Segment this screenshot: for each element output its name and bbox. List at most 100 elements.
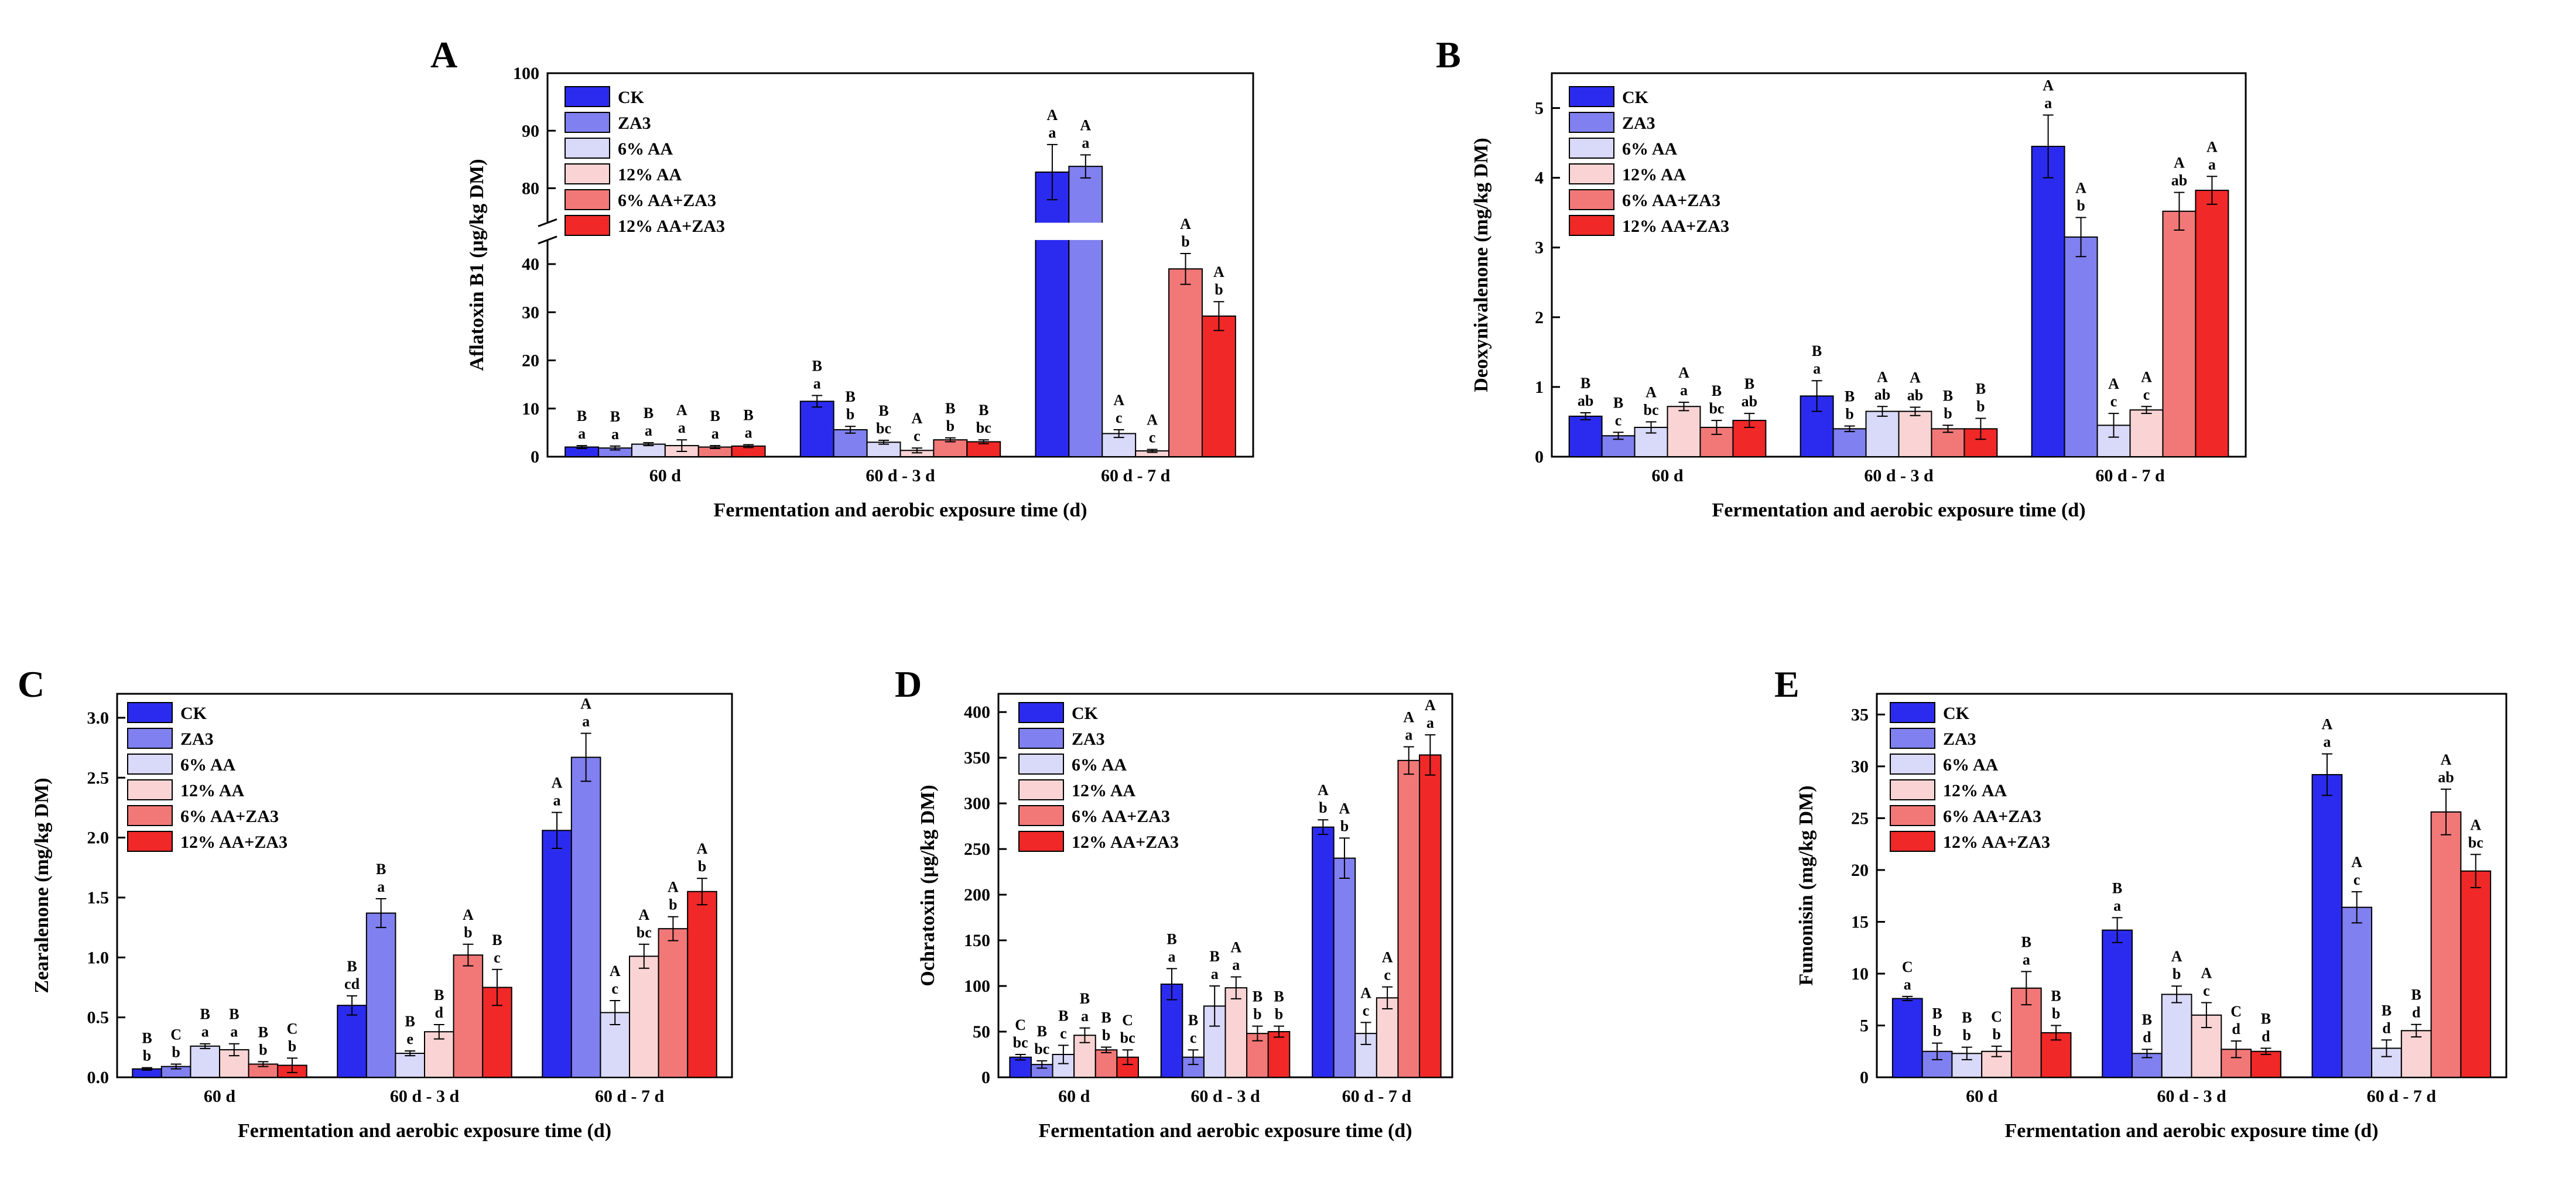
bar-12-aa-60-d-3-d bbox=[1898, 410, 1932, 457]
sig-letter-lower: a bbox=[1082, 135, 1089, 152]
sig-letter-lower: a bbox=[1405, 726, 1412, 743]
sig-letter-lower: ab bbox=[2438, 769, 2454, 786]
legend-label-6-aa-za3: 6% AA+ZA3 bbox=[1072, 807, 1170, 826]
sig-letter-lower: c bbox=[1060, 1025, 1067, 1042]
sig-letter-upper: B bbox=[376, 861, 386, 878]
sig-letter-upper: A bbox=[1646, 383, 1657, 400]
legend-swatch-12-aa bbox=[1018, 779, 1064, 800]
sig-letter-upper: B bbox=[1274, 988, 1284, 1005]
sig-letter-upper: B bbox=[200, 1006, 210, 1023]
sig-letter-lower: bc bbox=[876, 420, 891, 437]
sig-letter-upper: C bbox=[287, 1020, 298, 1037]
legend-swatch-ck bbox=[127, 702, 173, 723]
bar-6-aa-za3-60-d-7-d bbox=[1168, 268, 1203, 457]
bar-za3-60-d-3-d bbox=[365, 912, 396, 1078]
legend-swatch-12-aa-za3 bbox=[565, 215, 610, 236]
legend-label-za3: ZA3 bbox=[1943, 730, 1976, 749]
sig-letter-lower: ab bbox=[1578, 392, 1593, 409]
panel-letter: A bbox=[430, 34, 457, 76]
y-tick-label: 3.0 bbox=[87, 708, 110, 728]
sig-letter-upper: A bbox=[2351, 854, 2362, 871]
bar-za3-60-d-7-d bbox=[2341, 906, 2373, 1078]
sig-letter-lower: b bbox=[1215, 281, 1223, 298]
sig-letter-lower: d bbox=[2412, 1004, 2421, 1021]
bar-12-aa-60-d bbox=[1667, 406, 1701, 457]
bar-12-aa-60-d-7-d bbox=[2129, 409, 2164, 458]
sig-letter-lower: c bbox=[494, 949, 501, 966]
bar-12-aa-za3-60-d-3-d bbox=[1267, 1031, 1291, 1078]
x-category-label: 60 d bbox=[1966, 1087, 1998, 1106]
sig-letter-lower: bc bbox=[976, 419, 991, 436]
sig-letter-lower: c bbox=[2110, 393, 2117, 410]
sig-letter-lower: a bbox=[1680, 382, 1688, 399]
legend-label-12-aa-za3: 12% AA+ZA3 bbox=[1622, 217, 1729, 236]
sig-letter-upper: C bbox=[1991, 1008, 2002, 1025]
legend-swatch-6-aa-za3 bbox=[1018, 805, 1064, 826]
y-tick-label: 0 bbox=[531, 447, 539, 467]
sig-letter-lower: c bbox=[1116, 409, 1123, 426]
sig-letter-lower: bc bbox=[1709, 400, 1724, 417]
y-tick-label: 100 bbox=[513, 64, 539, 83]
legend-swatch-12-aa-za3 bbox=[1018, 831, 1064, 852]
axis-break-mark bbox=[538, 218, 557, 227]
sig-letter-upper: A bbox=[2043, 77, 2054, 94]
sig-letter-upper: B bbox=[1101, 1009, 1111, 1026]
sig-letter-upper: A bbox=[1213, 263, 1224, 280]
legend-swatch-12-aa bbox=[127, 779, 173, 800]
bar-12-aa-za3-60-d-7-d bbox=[1201, 315, 1236, 457]
x-category-label: 60 d - 3 d bbox=[865, 466, 935, 485]
sig-letter-lower: a bbox=[1232, 956, 1240, 973]
sig-letter-upper: B bbox=[1712, 382, 1722, 399]
y-tick-label: 250 bbox=[964, 840, 990, 859]
x-category-label: 60 d - 3 d bbox=[2157, 1087, 2226, 1106]
y-tick-label: 400 bbox=[964, 703, 990, 722]
sig-letter-lower: b bbox=[259, 1041, 267, 1058]
y-tick-label: 0.5 bbox=[87, 1008, 110, 1028]
sig-letter-upper: A bbox=[1425, 697, 1436, 714]
sig-letter-lower: a bbox=[377, 878, 385, 895]
sig-letter-upper: C bbox=[2231, 1003, 2242, 1020]
sig-letter-upper: B bbox=[878, 402, 888, 419]
legend-swatch-ck bbox=[1018, 702, 1064, 723]
sig-letter-lower: b bbox=[1102, 1027, 1110, 1044]
sig-letter-lower: a bbox=[582, 713, 590, 730]
sig-letter-upper: B bbox=[1210, 948, 1220, 965]
legend-label-6-aa-za3: 6% AA+ZA3 bbox=[618, 191, 716, 210]
legend-label-6-aa: 6% AA bbox=[1943, 755, 1999, 775]
bar-6-aa-60-d-3-d bbox=[2161, 994, 2192, 1078]
legend-label-ck: CK bbox=[1072, 704, 1099, 723]
sig-letter-upper: A bbox=[580, 696, 591, 713]
bar-12-aa-za3-60-d-7-d bbox=[687, 891, 717, 1078]
sig-letter-upper: B bbox=[229, 1006, 239, 1023]
sig-letter-upper: C bbox=[1902, 958, 1913, 975]
sig-letter-lower: a bbox=[1426, 714, 1434, 731]
sig-letter-lower: bc bbox=[1034, 1040, 1049, 1057]
sig-letter-upper: B bbox=[1188, 1012, 1198, 1029]
y-tick-label: 50 bbox=[973, 1022, 990, 1042]
bar-6-aa-60-d-3-d bbox=[1865, 410, 1900, 457]
legend-swatch-12-aa bbox=[565, 163, 610, 184]
sig-letter-lower: b bbox=[1845, 406, 1853, 423]
sig-letter-lower: b bbox=[946, 417, 955, 434]
sig-letter-lower: c bbox=[914, 427, 921, 444]
x-category-label: 60 d - 7 d bbox=[2095, 466, 2165, 485]
sig-letter-upper: B bbox=[1744, 375, 1754, 392]
sig-letter-lower: b bbox=[1340, 817, 1349, 834]
sig-letter-upper: A bbox=[2141, 368, 2152, 385]
legend-label-12-aa: 12% AA bbox=[1943, 781, 2007, 800]
sig-letter-lower: c bbox=[1363, 1002, 1370, 1019]
sig-letter-lower: c bbox=[1384, 967, 1391, 984]
sig-letter-upper: A bbox=[1360, 984, 1371, 1001]
x-category-label: 60 d - 3 d bbox=[390, 1087, 460, 1106]
sig-letter-lower: a bbox=[230, 1023, 238, 1040]
sig-letter-lower: a bbox=[1048, 124, 1056, 141]
legend-swatch-za3 bbox=[127, 728, 173, 749]
bar-ck-60-d-3-d bbox=[337, 1005, 367, 1078]
sig-letter-lower: d bbox=[2232, 1021, 2240, 1037]
y-tick-label: 15 bbox=[1851, 912, 1869, 932]
sig-letter-lower: d bbox=[2262, 1028, 2270, 1045]
sig-letter-upper: A bbox=[1080, 117, 1091, 134]
sig-letter-lower: e bbox=[406, 1030, 413, 1047]
